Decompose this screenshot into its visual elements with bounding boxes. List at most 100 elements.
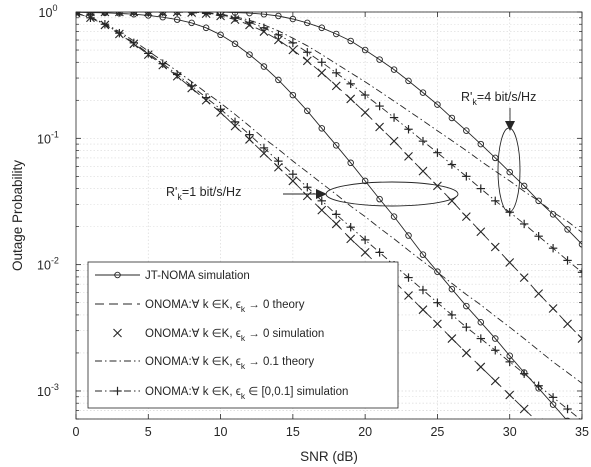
data-point — [217, 31, 224, 39]
data-point — [288, 38, 298, 48]
data-point — [448, 285, 456, 293]
data-point — [563, 404, 572, 414]
data-point — [447, 160, 457, 169]
data-point — [447, 310, 457, 320]
data-point — [201, 12, 211, 18]
data-point — [519, 273, 529, 282]
data-point — [259, 23, 269, 32]
data-point — [230, 117, 240, 127]
data-point — [173, 16, 181, 23]
data-point — [461, 348, 471, 358]
y-tick-label: 10-3 — [37, 382, 59, 399]
legend-item-0: JT-NOMA simulation — [95, 270, 250, 282]
legend-label: ONOMA:∀ k ∈K, ϵk → 0.1 theory — [145, 356, 314, 371]
data-point — [419, 89, 427, 96]
data-point — [461, 212, 471, 222]
series-line — [76, 12, 582, 273]
data-point — [506, 168, 513, 176]
data-point — [477, 318, 485, 326]
data-point — [304, 107, 311, 115]
data-point — [158, 59, 167, 68]
data-point — [230, 121, 240, 131]
data-point — [549, 432, 557, 440]
data-point — [332, 30, 340, 38]
data-point — [578, 241, 582, 248]
data-point — [405, 232, 412, 239]
data-point — [129, 12, 139, 17]
data-point — [519, 404, 529, 414]
x-tick-label: 25 — [430, 425, 444, 439]
data-point — [563, 256, 572, 265]
x-tick-label: 0 — [73, 425, 80, 439]
series-line — [76, 12, 582, 384]
data-point — [463, 302, 470, 310]
series-4-plus-dashdot — [76, 12, 582, 419]
data-point — [347, 159, 354, 167]
data-point — [274, 162, 283, 172]
axis-ticks: 0 5 10 15 20 25 30 35 100 10-1 10-2 10-3 — [37, 3, 589, 439]
data-point — [346, 222, 355, 232]
data-point — [317, 196, 326, 206]
data-point — [434, 101, 441, 108]
data-point — [230, 13, 240, 22]
data-point — [346, 94, 356, 104]
data-point — [505, 258, 515, 267]
data-point — [246, 51, 253, 58]
data-point — [505, 390, 515, 400]
data-point — [563, 319, 572, 329]
data-point — [535, 197, 542, 205]
annotation-ellipse-rate1 — [325, 181, 459, 207]
data-point — [390, 213, 398, 220]
x-tick-label: 5 — [145, 425, 152, 439]
data-point — [288, 170, 298, 179]
data-point — [317, 205, 327, 215]
annotation-arrowhead-rate1 — [316, 189, 327, 199]
data-point — [462, 172, 471, 181]
data-point — [245, 18, 254, 27]
legend: JT-NOMA simulation ONOMA:∀ k ∈K, ϵk → 0 t… — [87, 261, 399, 409]
legend-label: ONOMA:∀ k ∈K, ϵk ∈ [0,0.1] simulation — [145, 386, 348, 401]
data-point — [548, 393, 558, 402]
data-point — [376, 195, 383, 203]
data-point — [433, 181, 442, 191]
data-point — [549, 401, 557, 408]
data-point — [375, 101, 384, 111]
data-point — [144, 49, 153, 58]
plot-frame — [75, 11, 583, 420]
data-point — [463, 127, 470, 134]
data-point — [564, 446, 572, 454]
data-point — [418, 305, 428, 315]
series-3-dashdot — [76, 12, 582, 384]
data-point — [519, 369, 529, 378]
data-point — [114, 12, 124, 17]
data-point — [564, 417, 571, 419]
data-point — [376, 56, 383, 63]
data-point — [303, 183, 312, 192]
data-point — [331, 219, 341, 229]
x-tick-label: 30 — [503, 425, 517, 439]
legend-marker — [114, 271, 121, 279]
data-point — [360, 108, 370, 117]
y-tick-label: 10-2 — [37, 256, 59, 273]
data-point — [260, 63, 268, 70]
data-point — [360, 248, 370, 257]
data-point — [302, 191, 312, 201]
x-tick-label: 10 — [214, 425, 228, 439]
data-point — [462, 322, 471, 332]
data-point — [332, 210, 341, 219]
data-point — [418, 285, 428, 295]
data-point — [404, 291, 413, 300]
data-point — [202, 24, 210, 32]
data-point — [274, 30, 283, 39]
data-point — [389, 113, 399, 122]
data-point — [534, 381, 543, 390]
annotation-arrowhead-rate4 — [505, 121, 515, 131]
data-point — [375, 248, 384, 257]
data-point — [288, 45, 298, 55]
data-point — [275, 76, 282, 84]
annotation-label-rate4: R'k=4 bit/s/Hz — [461, 90, 536, 107]
data-point — [519, 219, 529, 229]
legend-item-4: ONOMA:∀ k ∈K, ϵk ∈ [0,0.1] simulation — [95, 386, 348, 401]
data-point — [404, 151, 413, 161]
data-point — [332, 68, 341, 78]
